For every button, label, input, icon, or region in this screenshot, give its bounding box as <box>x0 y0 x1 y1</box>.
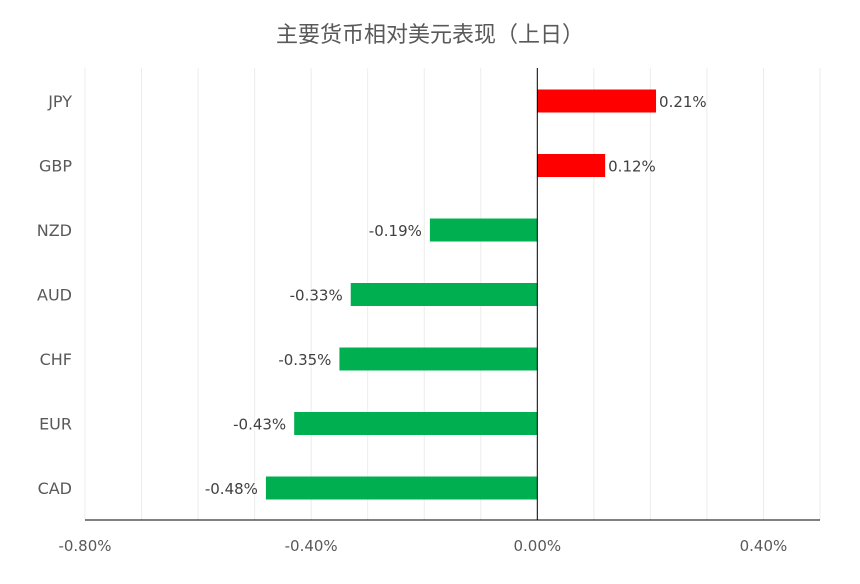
category-label-jpy: JPY <box>47 92 72 111</box>
bar-nzd <box>429 218 538 242</box>
bar-cad <box>265 476 538 500</box>
category-label-chf: CHF <box>40 350 72 369</box>
category-label-aud: AUD <box>37 286 72 305</box>
data-label-nzd: -0.19% <box>369 222 422 240</box>
x-tick-labels: -0.80% -0.40% 0.00% 0.40% <box>58 537 787 555</box>
bar-eur <box>294 412 538 435</box>
x-tick-label: -0.40% <box>285 537 338 555</box>
category-label-eur: EUR <box>39 415 72 434</box>
x-tick-label: -0.80% <box>58 537 111 555</box>
data-label-gbp: 0.12% <box>608 158 656 176</box>
category-labels: JPY GBP NZD AUD CHF EUR CAD <box>37 92 73 498</box>
data-labels: 0.21% 0.12% -0.19% -0.33% -0.35% -0.43% -0.48% <box>205 93 707 498</box>
category-label-gbp: GBP <box>39 157 72 176</box>
bar-gbp <box>537 154 606 177</box>
bars <box>265 89 657 500</box>
data-label-jpy: 0.21% <box>659 93 707 111</box>
data-label-chf: -0.35% <box>278 351 331 369</box>
bar-jpy <box>537 89 657 113</box>
category-label-nzd: NZD <box>37 221 72 240</box>
data-label-eur: -0.43% <box>233 416 286 434</box>
chart-title: 主要货币相对美元表现（上日） <box>276 23 584 48</box>
data-label-cad: -0.48% <box>205 480 258 498</box>
x-tick-label: 0.40% <box>740 537 788 555</box>
category-label-cad: CAD <box>38 479 72 498</box>
x-tick-label: 0.00% <box>513 537 561 555</box>
data-label-aud: -0.33% <box>290 287 343 305</box>
bar-chf <box>339 347 538 371</box>
bar-aud <box>350 283 538 306</box>
